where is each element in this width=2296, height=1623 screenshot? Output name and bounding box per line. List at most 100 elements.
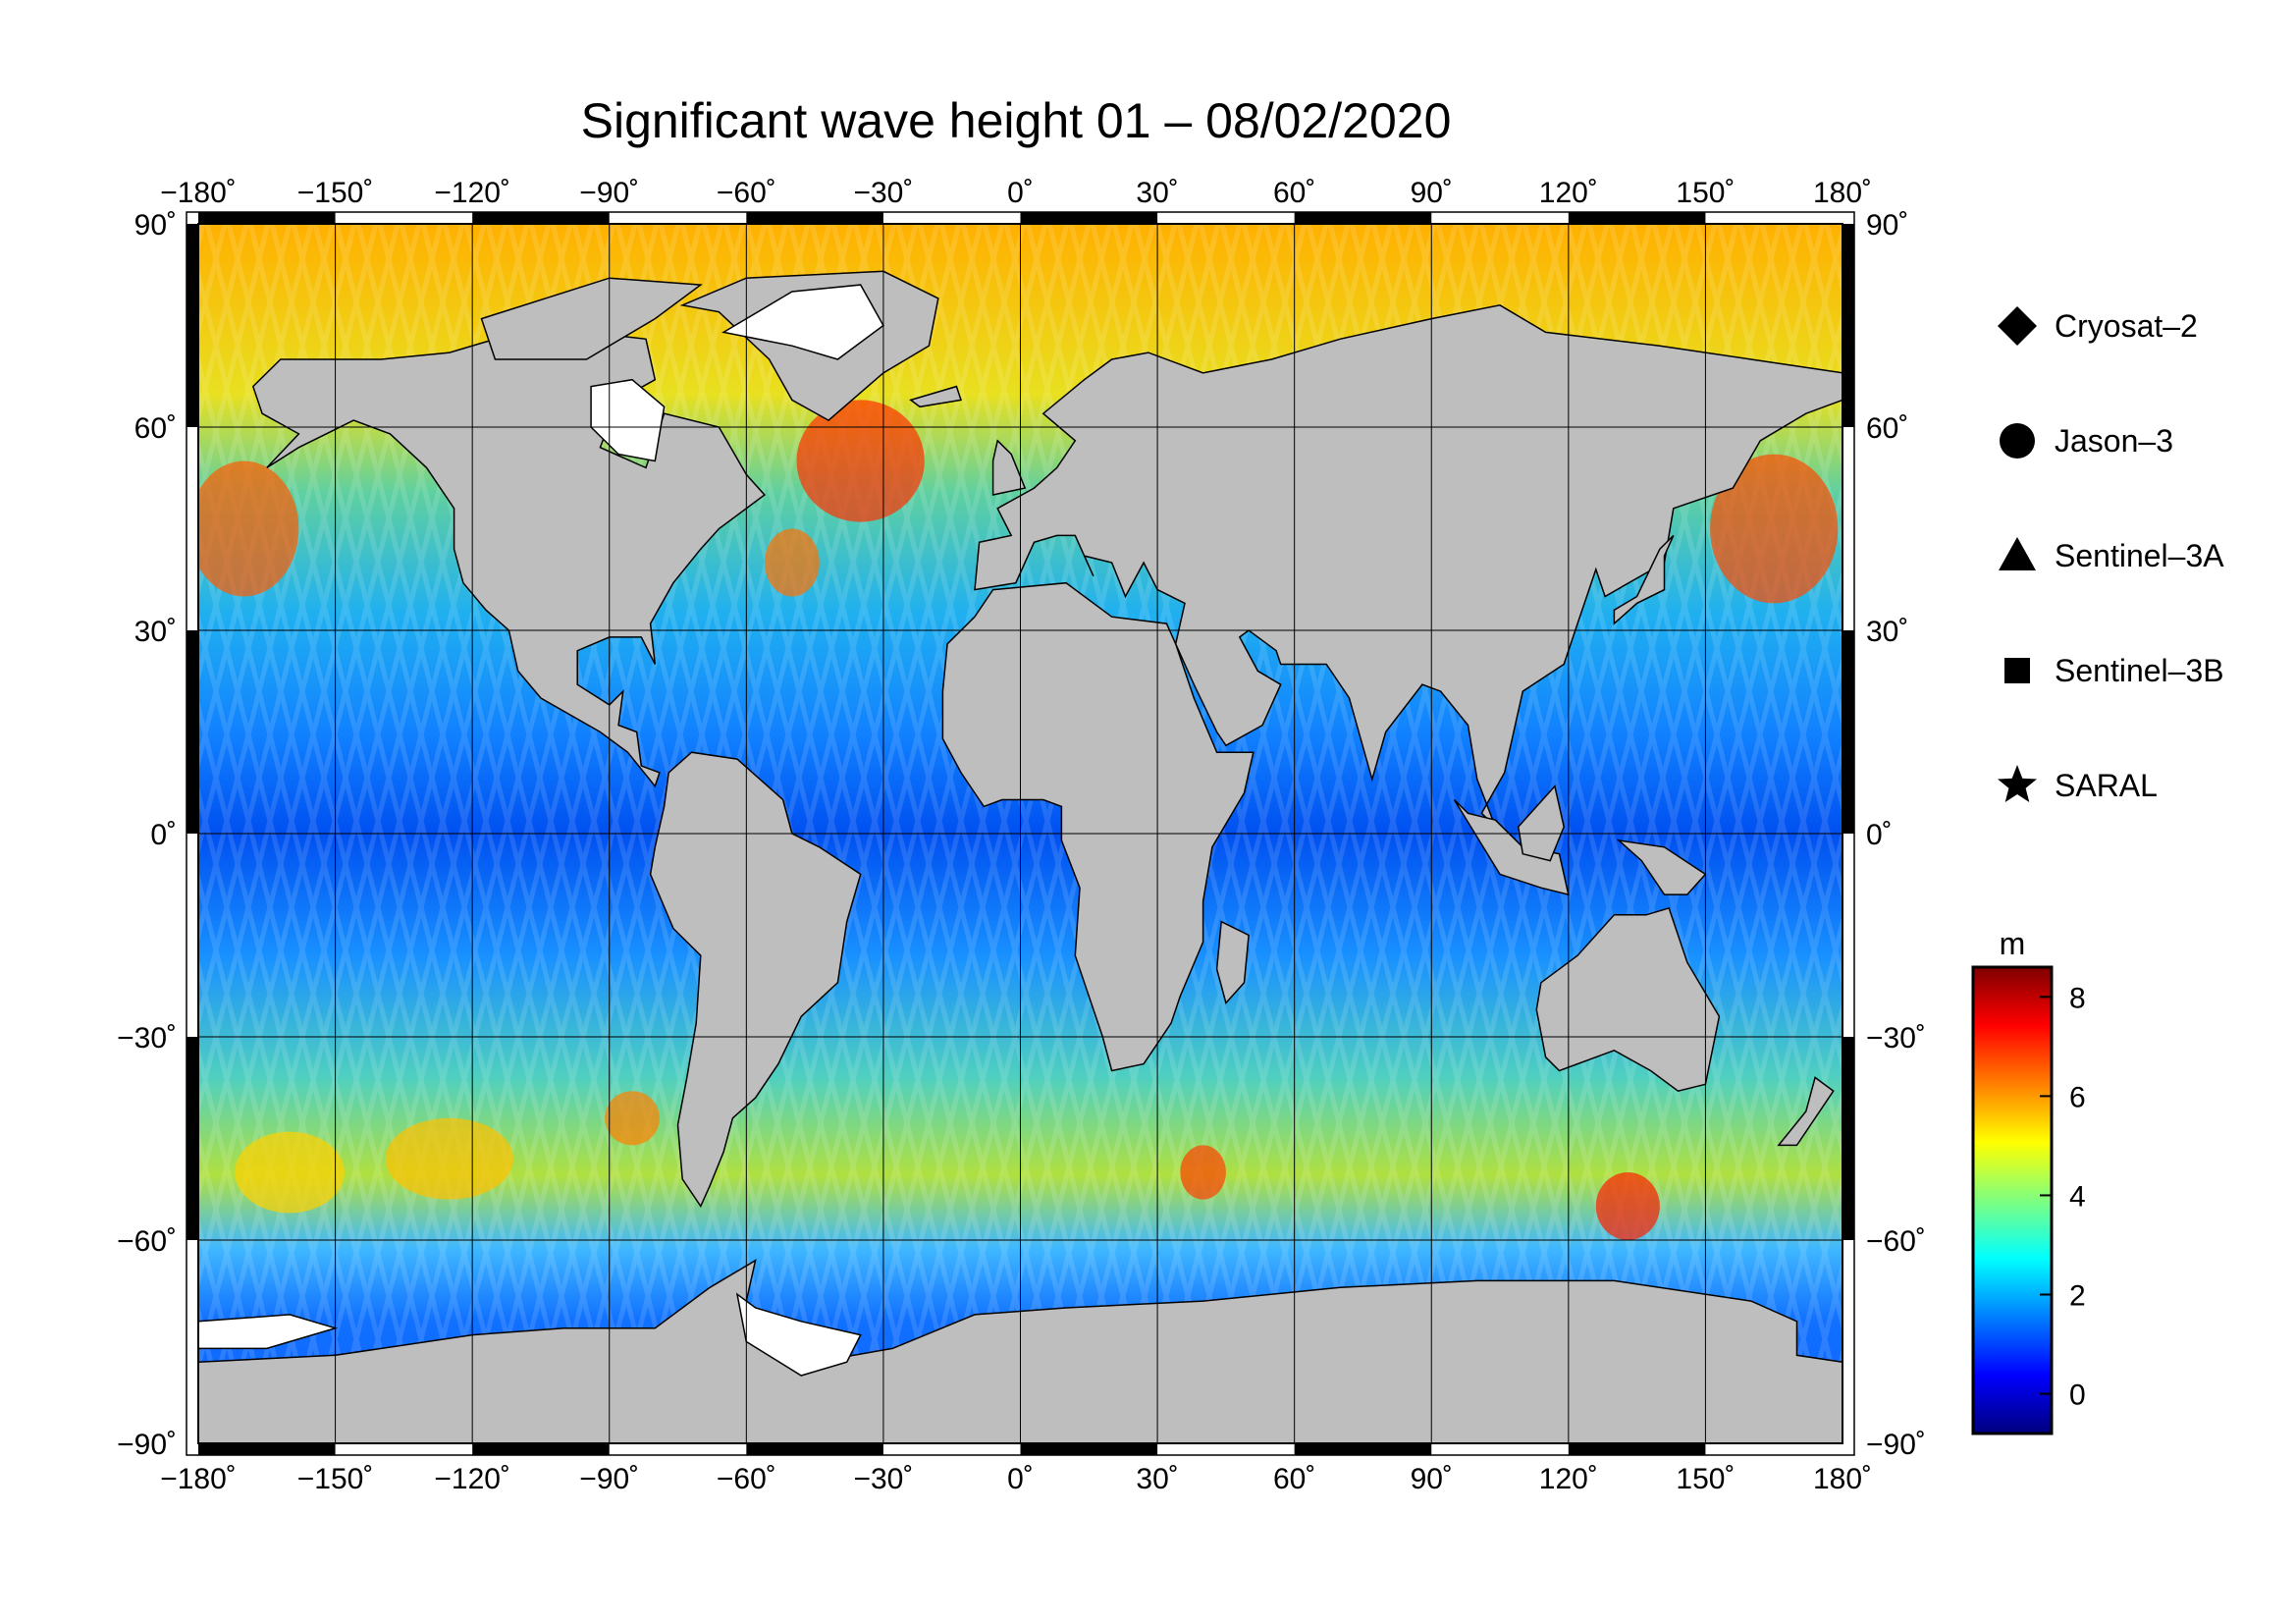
square-icon — [2004, 658, 2030, 683]
lon-tick-label-bottom: 0˚ — [1007, 1463, 1034, 1495]
lon-tick-label-bottom: 90˚ — [1411, 1463, 1453, 1495]
lon-tick-label-bottom: −180˚ — [160, 1463, 237, 1495]
colorbar: m 0 2 4 6 8 — [1971, 926, 2086, 1435]
lat-tick-label-left: 90˚ — [134, 209, 177, 242]
lon-tick-label-top: −180˚ — [160, 177, 237, 209]
lon-tick-label-top: 120˚ — [1539, 177, 1598, 209]
satellite-legend: Cryosat–2 Jason–3 Sentinel–3A Sentinel–3B SA… — [1998, 306, 2224, 803]
lat-tick-label-right: −30˚ — [1866, 1022, 1926, 1055]
lon-tick-label-top: 180˚ — [1813, 177, 1872, 209]
lat-tick-label-left: 60˚ — [134, 412, 177, 445]
wave-hotspot — [1595, 1172, 1660, 1240]
frame-bar-top — [472, 212, 610, 224]
wave-hotspot — [796, 400, 925, 522]
new-guinea-land — [1616, 839, 1707, 895]
colorbar-tick-label: 0 — [2069, 1380, 2086, 1412]
ross-sea-ice — [198, 1314, 339, 1350]
colorbar-tick-label: 4 — [2069, 1180, 2086, 1213]
weddell-sea-ice — [735, 1292, 862, 1377]
lon-tick-label-bottom: −150˚ — [297, 1463, 374, 1495]
lon-tick-label-top: −90˚ — [579, 177, 639, 209]
lon-tick-label-bottom: 150˚ — [1676, 1463, 1735, 1495]
british-isles-land — [991, 439, 1027, 496]
lat-tick-label-left: 0˚ — [150, 819, 177, 851]
triangle-icon — [1999, 537, 2036, 570]
lon-tick-label-top: 0˚ — [1007, 177, 1034, 209]
south-america-land — [649, 751, 862, 1209]
lat-tick-label-left: −90˚ — [117, 1429, 177, 1461]
new-zealand-land — [1777, 1076, 1835, 1147]
lon-tick-label-top: 30˚ — [1136, 177, 1178, 209]
lat-tick-label-right: 0˚ — [1866, 819, 1893, 851]
wave-hotspot — [1180, 1145, 1226, 1200]
lat-tick-label-right: −90˚ — [1866, 1429, 1926, 1461]
frame-bar-top — [198, 212, 336, 224]
lon-tick-label-top: −60˚ — [717, 177, 776, 209]
wave-hotspot — [1710, 454, 1839, 604]
frame-bar-bottom — [472, 1443, 610, 1455]
lon-tick-label-top: −30˚ — [853, 177, 913, 209]
lat-tick-label-left: 30˚ — [134, 616, 177, 648]
sumatra-java-land — [1453, 798, 1570, 896]
map-border-checkerboard — [186, 211, 1855, 1456]
lat-tick-label-right: 60˚ — [1866, 412, 1908, 445]
frame-bar-bottom — [1568, 1443, 1706, 1455]
colorbar-tick-label: 6 — [2069, 1081, 2086, 1113]
wave-hotspot — [605, 1091, 660, 1146]
lon-tick-label-bottom: 180˚ — [1813, 1463, 1872, 1495]
star-icon — [1998, 765, 2037, 802]
lat-tick-label-right: 30˚ — [1866, 616, 1908, 648]
frame-bar-top — [1294, 212, 1432, 224]
madagascar-land — [1215, 920, 1250, 1005]
wave-hotspot — [198, 460, 299, 597]
frame-bar-right — [1842, 1037, 1854, 1240]
high-wave-regions — [198, 400, 1839, 1240]
frame-bar-left — [187, 630, 198, 834]
lon-tick-label-top: 60˚ — [1273, 177, 1315, 209]
frame-bar-top — [1568, 212, 1706, 224]
wave-hotspot — [235, 1131, 345, 1214]
lon-tick-label-top: −150˚ — [297, 177, 374, 209]
frame-bar-right — [1842, 630, 1854, 834]
map-title: Significant wave height 01 – 08/02/2020 — [581, 93, 1452, 148]
lat-tick-label-right: −60˚ — [1866, 1225, 1926, 1258]
lon-tick-label-bottom: −120˚ — [434, 1463, 510, 1495]
lon-tick-label-bottom: −30˚ — [853, 1463, 913, 1495]
wave-hotspot — [385, 1117, 514, 1200]
frame-bar-bottom — [746, 1443, 883, 1455]
iceland-land — [909, 385, 962, 408]
frame-bar-left — [187, 224, 198, 427]
circle-icon — [2000, 423, 2035, 459]
lat-tick-label-right: 90˚ — [1866, 209, 1908, 242]
map-axis-labels: −180˚ −180˚ −150˚ −150˚ −120˚ −120˚ −90˚ −90˚ −6… — [117, 177, 1926, 1495]
colorbar-scale — [1971, 965, 2054, 1435]
map-area — [198, 224, 1842, 1443]
colorbar-unit: m — [2000, 926, 2026, 961]
legend-label: Sentinel–3A — [2055, 538, 2224, 573]
colorbar-tick-label: 8 — [2069, 982, 2086, 1014]
borneo-land — [1517, 784, 1565, 862]
legend-label: SARAL — [2055, 768, 2158, 803]
lon-tick-label-top: 90˚ — [1411, 177, 1453, 209]
colorbar-tick-label: 2 — [2069, 1280, 2086, 1313]
lat-tick-label-left: −30˚ — [117, 1022, 177, 1055]
map-graticule — [198, 224, 1842, 1443]
outer-frame — [186, 211, 1855, 1456]
lon-tick-label-bottom: 30˚ — [1136, 1463, 1178, 1495]
frame-bar-top — [1020, 212, 1158, 224]
japan-land — [1613, 534, 1675, 625]
lon-tick-label-bottom: −60˚ — [717, 1463, 776, 1495]
legend-label: Sentinel–3B — [2055, 653, 2224, 688]
wave-hotspot — [764, 528, 820, 597]
frame-bar-bottom — [1294, 1443, 1432, 1455]
frame-bar-right — [1842, 224, 1854, 427]
frame-bar-bottom — [1020, 1443, 1158, 1455]
diamond-icon — [1998, 306, 2037, 346]
lon-tick-label-bottom: −90˚ — [579, 1463, 639, 1495]
eurasia-land — [974, 304, 1842, 828]
legend-label: Jason–3 — [2055, 423, 2173, 459]
lon-tick-label-bottom: 60˚ — [1273, 1463, 1315, 1495]
lat-tick-label-left: −60˚ — [117, 1225, 177, 1258]
frame-bar-left — [187, 1037, 198, 1240]
